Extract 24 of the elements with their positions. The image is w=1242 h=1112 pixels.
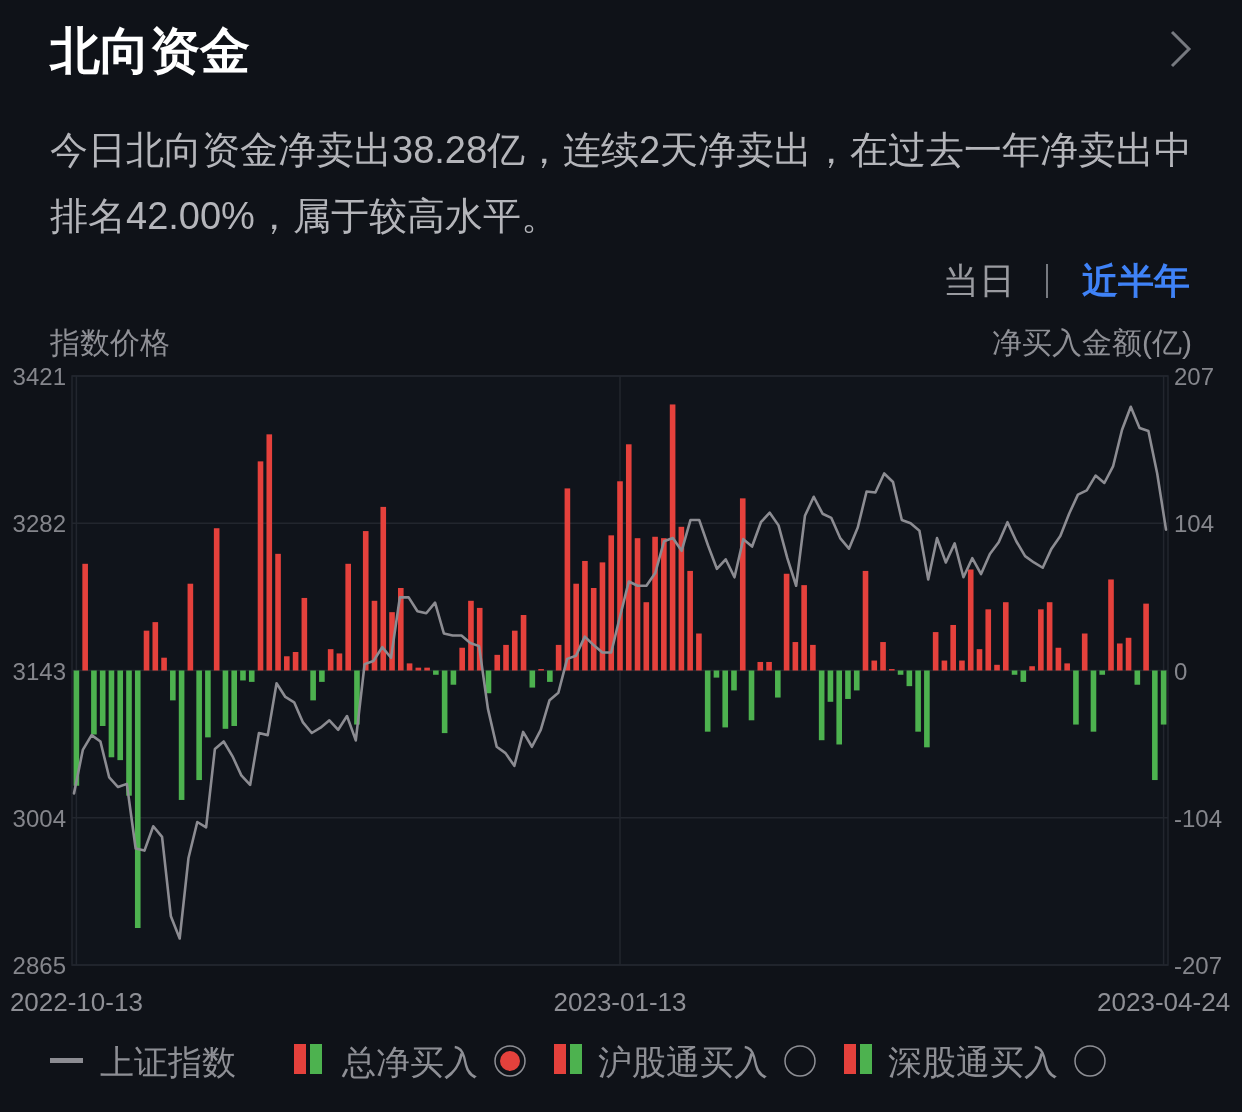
x-tick-label: 2023-04-24 <box>1097 987 1231 1017</box>
subtitle: 今日北向资金净卖出38.28亿，连续2天净卖出，在过去一年净卖出中 <box>50 129 1193 171</box>
legend-label: 总净买入 <box>341 1043 478 1081</box>
subtitle: 排名42.00%，属于较高水平。 <box>50 195 559 237</box>
text: 当日 <box>943 260 1015 301</box>
y-tick-label: 3143 <box>12 657 66 685</box>
y-axis-title: 指数价格 <box>49 326 170 359</box>
x-tick-label: 2022-10-13 <box>9 987 143 1017</box>
y-tick-label: 2865 <box>12 952 66 979</box>
y-tick-label: 3004 <box>12 804 66 832</box>
y2-axis-title: 净买入金额(亿) <box>992 326 1192 359</box>
text: 深股通买入 <box>888 1043 1058 1081</box>
x-tick-label: 2023-01-13 <box>553 987 687 1017</box>
y-tick-label: 3282 <box>12 510 66 538</box>
y2-tick-label: -104 <box>1174 805 1223 833</box>
text: 沪股通买入 <box>598 1043 768 1081</box>
y2-tick-label: 207 <box>1174 363 1215 390</box>
title: 北向资金 <box>50 23 250 79</box>
y2-tick-label: 104 <box>1174 509 1215 537</box>
legend-label: 上证指数 <box>100 1043 236 1081</box>
y-tick-label: 3421 <box>12 363 66 390</box>
y2-tick-label: -207 <box>1174 952 1223 979</box>
y2-tick-label: 0 <box>1174 657 1188 685</box>
text: 近半年 <box>1082 260 1190 301</box>
